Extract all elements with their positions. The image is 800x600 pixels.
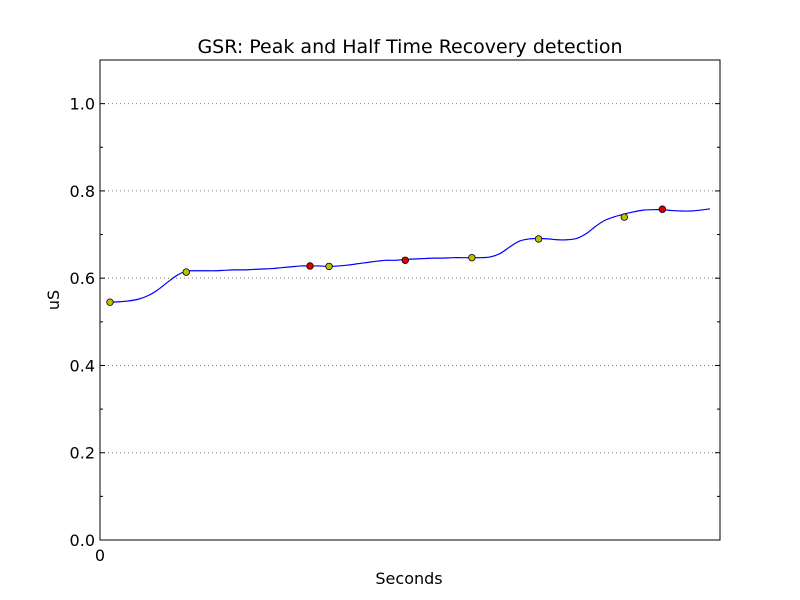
series-layer [109,208,711,303]
y-tick-label: 0.8 [70,182,95,201]
peak-marker [306,262,314,270]
x-tick-labels: 0 [95,546,105,565]
y-axis-label: uS [44,290,63,310]
half-recovery-marker [534,235,543,243]
half-recovery-marker [468,253,476,262]
marker-layer [106,205,667,306]
half-recovery-marker [620,213,628,221]
y-gridlines [100,103,720,454]
y-tick-label: 0.2 [70,444,95,463]
peak-marker [658,205,667,213]
half-recovery-marker [325,262,333,271]
y-tick-label: 1.0 [70,95,95,114]
plot-frame [99,59,721,541]
chart-title: GSR: Peak and Half Time Recovery detecti… [197,36,622,58]
y-tick-label: 0.0 [70,531,95,550]
half-recovery-marker [182,268,190,276]
y-tick-label: 0.6 [70,269,95,288]
gsr-series-line [109,208,711,303]
y-tick-labels: 0.0 0.2 0.4 0.6 0.8 1.0 [70,95,95,550]
x-tick-label: 0 [95,546,105,565]
x-axis-label: Seconds [375,569,442,588]
axis-ticks [100,103,720,541]
y-tick-label: 0.4 [70,356,95,375]
peak-marker [401,256,409,264]
half-recovery-marker [106,298,114,306]
